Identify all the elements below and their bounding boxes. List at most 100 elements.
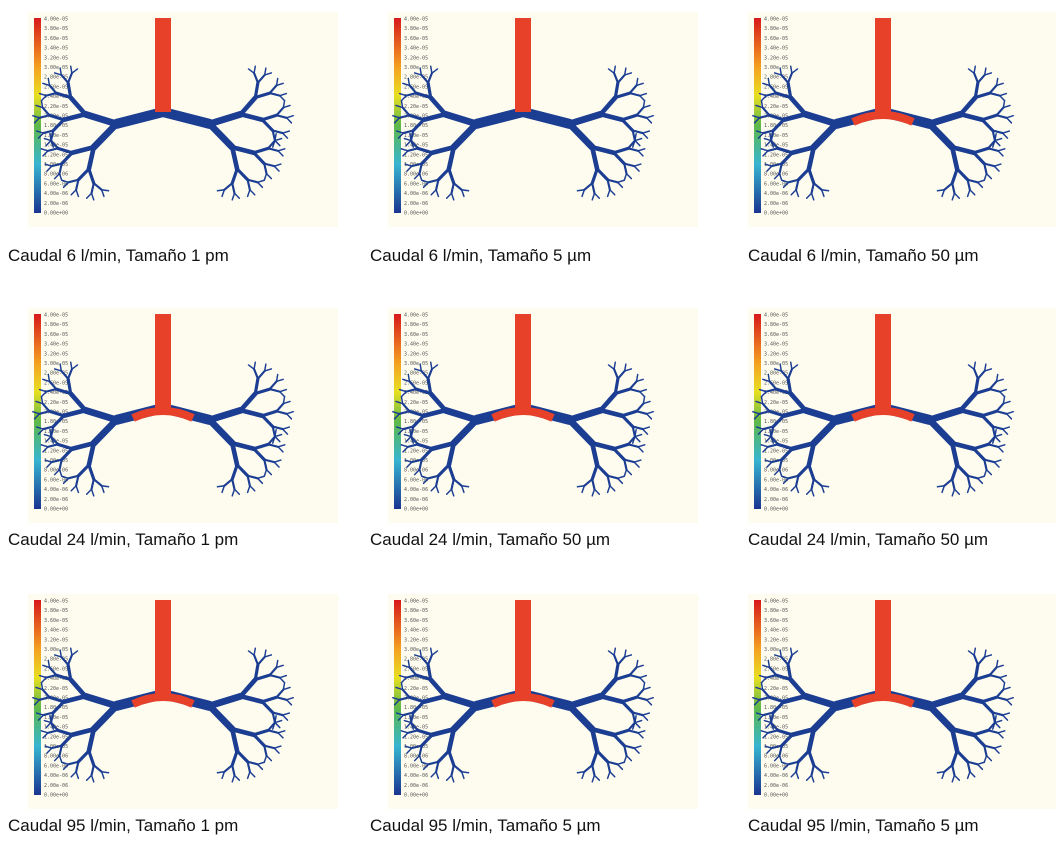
airway	[431, 394, 446, 411]
airway	[217, 190, 224, 191]
airway	[944, 479, 952, 486]
airway	[274, 462, 279, 467]
airway	[1003, 427, 1010, 429]
airway	[998, 733, 1003, 738]
colorbar-label: 3.40e-05	[44, 628, 68, 634]
airway	[454, 479, 462, 486]
airway	[637, 404, 644, 412]
airway	[930, 706, 953, 729]
airway	[72, 651, 78, 655]
airway	[438, 751, 449, 762]
airway	[627, 174, 632, 179]
airway	[998, 149, 1005, 151]
airway	[94, 124, 117, 147]
colorbar-label: 2.20e-05	[404, 686, 428, 692]
airway	[998, 151, 1003, 156]
colorbar-label: 3.00e-05	[44, 65, 68, 71]
airway	[978, 75, 985, 83]
airway	[250, 772, 255, 777]
airway	[622, 411, 636, 415]
deposition	[133, 411, 193, 418]
colorbar-label: 1.60e-05	[404, 133, 428, 139]
airway	[592, 183, 594, 193]
airway	[445, 410, 476, 420]
airway	[610, 772, 615, 777]
airway	[254, 735, 265, 746]
airway	[637, 697, 647, 700]
colorbar-label: 2.00e-06	[764, 201, 788, 207]
colorbar-label: 3.00e-05	[44, 361, 68, 367]
airway	[250, 190, 255, 195]
colorbar-label: 4.00e-06	[404, 487, 428, 493]
airway	[814, 706, 837, 729]
airway	[952, 479, 954, 489]
airway	[791, 648, 792, 655]
lung-model: 4.00e-053.80e-053.60e-053.40e-053.20e-05…	[28, 594, 338, 809]
colorbar-label: 2.20e-05	[764, 104, 788, 110]
airway	[92, 765, 94, 775]
airway	[258, 657, 265, 665]
airway	[280, 94, 287, 96]
airway	[241, 114, 263, 119]
airway	[637, 411, 647, 414]
colorbar	[34, 600, 41, 795]
airway	[408, 730, 418, 733]
airway	[610, 486, 615, 491]
airway	[570, 706, 593, 729]
airway	[584, 183, 592, 190]
colorbar	[394, 314, 401, 509]
airway	[601, 114, 623, 119]
colorbar	[394, 600, 401, 795]
airway	[278, 447, 283, 452]
airway	[278, 731, 285, 733]
caption: Caudal 24 l/min, Tamaño 1 pm	[8, 530, 238, 550]
airway	[224, 479, 232, 486]
airway	[452, 479, 454, 489]
airway	[283, 133, 288, 138]
airway	[87, 775, 92, 780]
airway	[987, 756, 992, 761]
airway	[990, 675, 1000, 678]
airway	[618, 657, 625, 665]
airway	[988, 730, 998, 733]
airway	[974, 148, 988, 152]
airway	[274, 748, 279, 753]
colorbar-label: 3.80e-05	[404, 26, 428, 32]
airway	[952, 775, 954, 782]
airway	[270, 675, 280, 678]
airway	[768, 444, 778, 447]
airway	[71, 648, 72, 655]
airway	[961, 394, 976, 411]
airway	[988, 444, 998, 447]
airway	[445, 696, 476, 706]
airway	[87, 489, 92, 494]
colorbar-label: 4.00e-06	[764, 773, 788, 779]
airway	[262, 416, 273, 427]
airway	[454, 420, 477, 443]
airway	[78, 169, 89, 180]
colorbar-label: 4.00e-06	[764, 191, 788, 197]
airway	[431, 190, 436, 195]
colorbar-label: 1.60e-05	[764, 715, 788, 721]
airway	[594, 193, 599, 198]
airway	[982, 115, 996, 119]
airway	[796, 190, 798, 197]
airway	[618, 75, 625, 83]
airway	[270, 389, 280, 392]
airway	[41, 149, 48, 151]
airway	[994, 460, 1001, 462]
airway	[978, 657, 985, 665]
airway	[634, 462, 639, 467]
airway	[436, 190, 438, 197]
airway	[791, 772, 796, 777]
airway	[277, 411, 287, 414]
airway	[476, 112, 523, 124]
colorbar-label: 0.00e+00	[764, 507, 788, 513]
airway	[807, 775, 812, 780]
caption: Caudal 24 l/min, Tamaño 50 µm	[748, 530, 988, 550]
airway	[163, 112, 210, 124]
airway	[634, 460, 641, 462]
airway	[447, 193, 452, 198]
colorbar	[394, 18, 401, 213]
airway	[809, 751, 814, 765]
